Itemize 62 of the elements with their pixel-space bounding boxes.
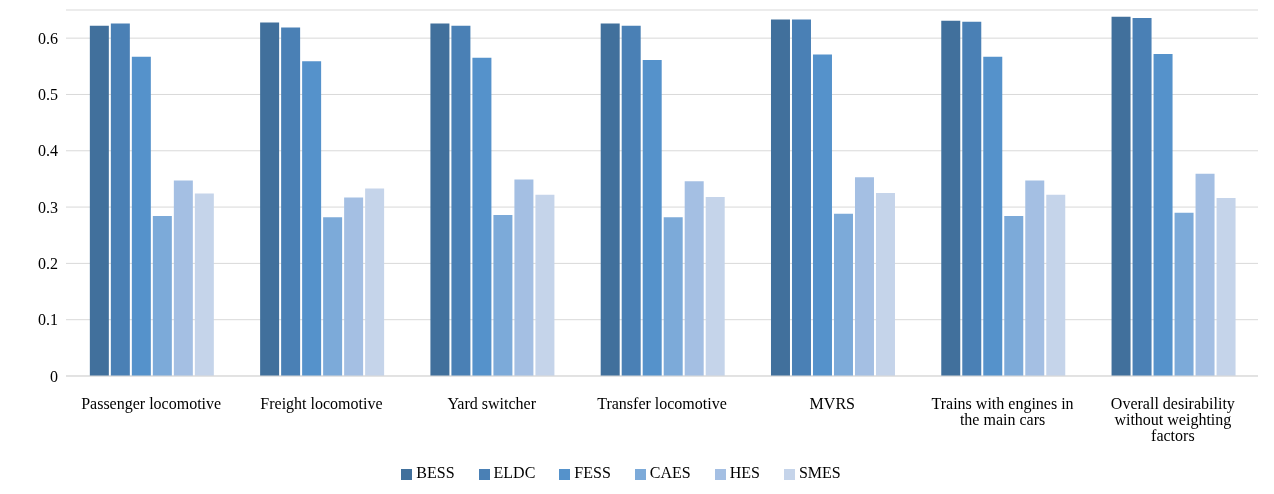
legend-label: HES bbox=[729, 464, 760, 481]
bar bbox=[110, 23, 130, 376]
y-tick-label: 0.5 bbox=[38, 86, 58, 104]
bar bbox=[854, 177, 874, 376]
bar bbox=[260, 22, 280, 376]
bar bbox=[131, 56, 151, 376]
legend-label: SMES bbox=[798, 464, 841, 481]
bar bbox=[1174, 212, 1194, 376]
bar bbox=[1046, 194, 1066, 376]
bar bbox=[1153, 53, 1173, 376]
x-tick-label: Passenger locomotive bbox=[81, 395, 222, 414]
legend-label: ELDC bbox=[493, 464, 536, 481]
bar bbox=[493, 214, 513, 376]
bar bbox=[472, 57, 492, 376]
bar bbox=[1132, 17, 1152, 376]
bar bbox=[791, 19, 811, 376]
bar bbox=[684, 181, 704, 376]
bar bbox=[281, 27, 301, 376]
bar bbox=[663, 217, 683, 376]
x-tick-label: Freight locomotive bbox=[260, 395, 383, 414]
bar bbox=[152, 216, 172, 376]
bar bbox=[430, 23, 450, 376]
bar bbox=[875, 193, 895, 376]
y-tick-label: 0.2 bbox=[38, 255, 58, 273]
bar bbox=[194, 193, 214, 376]
bar bbox=[642, 60, 662, 376]
bar bbox=[514, 179, 534, 376]
bar bbox=[962, 21, 982, 376]
y-tick-label: 0 bbox=[50, 367, 58, 385]
bar bbox=[344, 197, 364, 376]
bar bbox=[1111, 16, 1131, 376]
x-tick-label: Transfer locomotive bbox=[597, 395, 727, 413]
bar bbox=[535, 194, 555, 376]
bar bbox=[770, 19, 790, 376]
x-tick-label: MVRS bbox=[809, 395, 855, 413]
bar bbox=[600, 23, 620, 376]
x-tick-label: Overall desirability without weighting factors bbox=[1110, 395, 1235, 445]
bar bbox=[621, 25, 641, 376]
bar bbox=[983, 56, 1003, 376]
bar bbox=[1216, 198, 1236, 376]
bar bbox=[812, 54, 832, 376]
y-tick-label: 0.4 bbox=[38, 142, 58, 160]
bar bbox=[173, 180, 193, 376]
bar bbox=[323, 217, 343, 376]
legend-label: CAES bbox=[649, 464, 691, 481]
y-tick-label: 0.6 bbox=[38, 29, 58, 47]
bar bbox=[941, 20, 961, 376]
bar bbox=[89, 25, 109, 376]
x-tick-label: Yard switcher bbox=[447, 395, 537, 413]
bar bbox=[1025, 180, 1045, 376]
y-tick-label: 0.3 bbox=[38, 198, 58, 216]
legend-label: BESS bbox=[416, 464, 455, 481]
bar bbox=[1004, 216, 1024, 376]
bar bbox=[302, 61, 322, 376]
bar bbox=[705, 196, 725, 376]
bar bbox=[833, 213, 853, 376]
bar bbox=[365, 188, 385, 376]
x-tick-label: Trains with engines in the main cars bbox=[931, 395, 1074, 429]
y-tick-label: 0.1 bbox=[38, 311, 58, 329]
bar bbox=[1195, 173, 1215, 376]
bar bbox=[451, 25, 471, 376]
legend-label: FESS bbox=[574, 464, 611, 481]
